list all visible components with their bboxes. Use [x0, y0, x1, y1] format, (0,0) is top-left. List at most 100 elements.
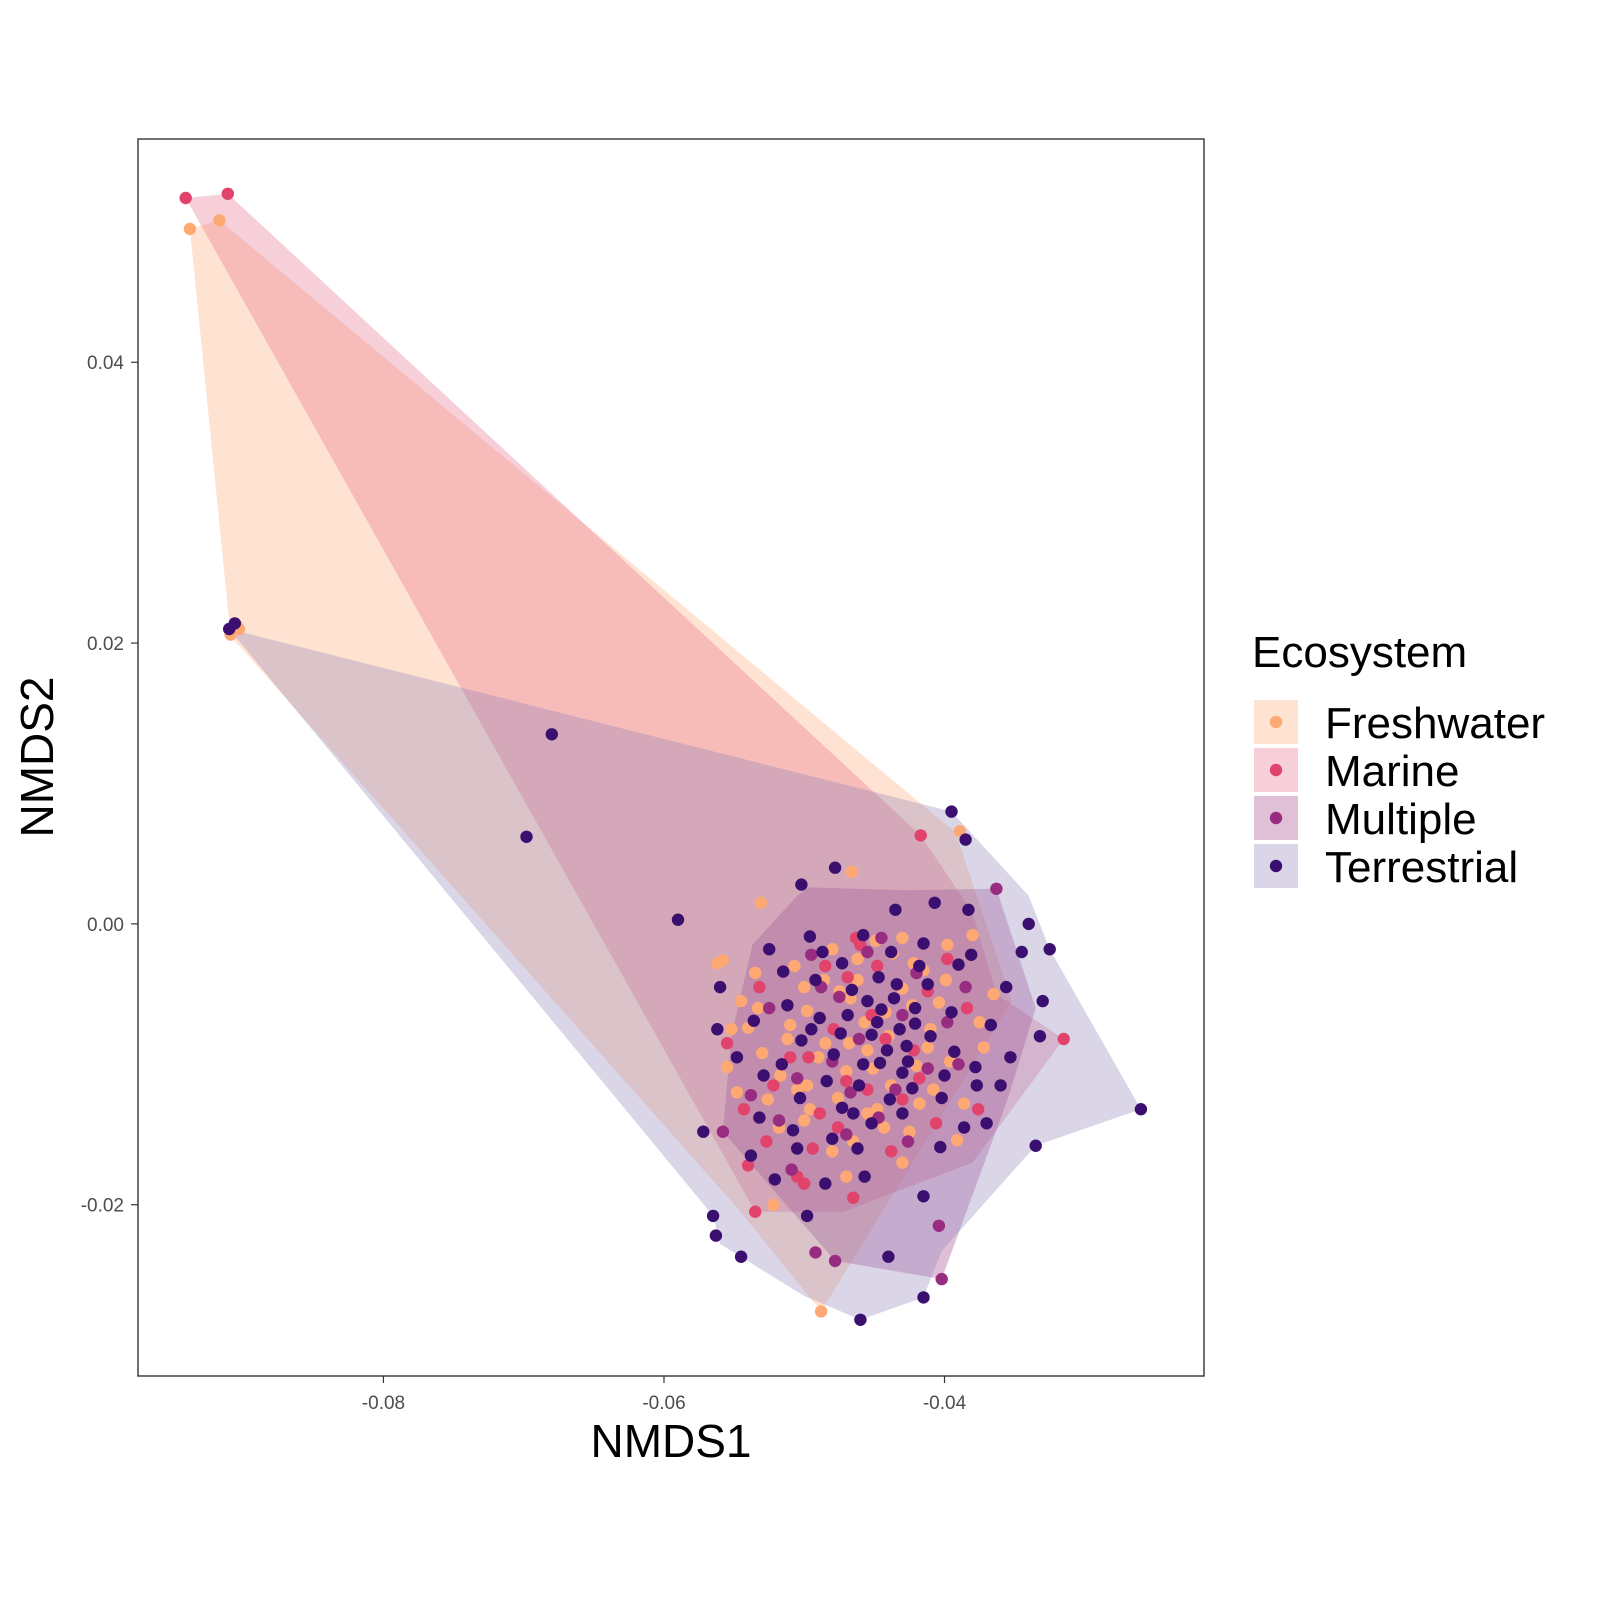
point-marine [960, 1001, 974, 1015]
point-terrestrial [893, 1022, 906, 1036]
point-freshwater [851, 952, 864, 966]
point-terrestrial [945, 805, 958, 818]
point-marine [847, 1191, 860, 1204]
point-terrestrial [854, 1313, 867, 1327]
points-freshwater [183, 214, 1000, 1318]
point-terrestrial [896, 1107, 909, 1120]
point-marine [737, 1103, 751, 1116]
point-freshwater [927, 1083, 940, 1096]
point-terrestrial [1004, 1051, 1017, 1064]
point-terrestrial [980, 1117, 993, 1130]
point-layer [179, 187, 1148, 1327]
point-terrestrial [1029, 1139, 1042, 1152]
point-marine [813, 1107, 826, 1120]
point-terrestrial [875, 1003, 888, 1016]
point-multiple [932, 1219, 946, 1233]
point-terrestrial [805, 1022, 818, 1036]
point-terrestrial [896, 1066, 909, 1079]
point-freshwater [861, 1107, 874, 1120]
point-terrestrial [847, 1107, 860, 1120]
point-freshwater [798, 1114, 811, 1127]
point-terrestrial [917, 937, 930, 950]
point-freshwater [941, 938, 954, 952]
point-terrestrial [845, 983, 859, 997]
point-terrestrial [921, 978, 934, 991]
point-freshwater [812, 1051, 825, 1064]
point-terrestrial [871, 1016, 884, 1029]
legend-item-terrestrial: Terrestrial [1254, 843, 1518, 892]
point-freshwater [183, 222, 197, 236]
legend-item-marine: Marine [1254, 747, 1460, 796]
point-terrestrial [889, 903, 902, 916]
point-terrestrial [816, 945, 829, 959]
point-terrestrial [1000, 980, 1013, 994]
point-terrestrial [757, 1069, 770, 1082]
point-freshwater [861, 1044, 874, 1057]
point-multiple [875, 931, 888, 945]
point-freshwater [734, 994, 748, 1008]
point-multiple [921, 1062, 934, 1075]
point-terrestrial [713, 980, 727, 994]
point-marine [941, 952, 954, 966]
point-terrestrial [744, 1149, 758, 1162]
point-terrestrial [948, 1045, 961, 1058]
point-terrestrial [826, 1132, 839, 1145]
point-terrestrial [873, 1056, 887, 1070]
point-freshwater [939, 973, 953, 987]
legend: Ecosystem FreshwaterMarineMultipleTerres… [1252, 628, 1545, 892]
point-terrestrial [872, 971, 885, 984]
point-terrestrial [882, 1250, 895, 1263]
point-freshwater [896, 1156, 909, 1169]
point-terrestrial [908, 1001, 922, 1015]
point-terrestrial [1015, 945, 1028, 959]
point-terrestrial [706, 1209, 720, 1223]
point-terrestrial [935, 1091, 948, 1105]
point-freshwater [840, 1065, 853, 1078]
point-freshwater [781, 1032, 794, 1046]
point-terrestrial [795, 878, 808, 891]
point-freshwater [788, 959, 801, 973]
y-tick-label: 0.04 [87, 353, 124, 374]
point-terrestrial [813, 1011, 826, 1025]
point-freshwater [767, 1198, 780, 1211]
point-marine [720, 1037, 734, 1050]
point-marine [784, 1051, 797, 1064]
x-tick-label: -0.08 [362, 1393, 405, 1414]
point-freshwater [803, 1103, 817, 1116]
point-terrestrial [671, 913, 685, 926]
point-marine [831, 1121, 845, 1134]
point-terrestrial [885, 945, 898, 959]
point-freshwater [800, 1079, 814, 1092]
point-terrestrial [768, 1173, 781, 1186]
point-terrestrial [883, 1093, 896, 1106]
point-freshwater [826, 1145, 839, 1158]
point-terrestrial [861, 994, 874, 1008]
point-freshwater [730, 1086, 744, 1099]
hull-marine [185, 193, 1064, 1212]
point-freshwater [725, 1022, 738, 1036]
point-terrestrial [957, 1121, 971, 1134]
point-terrestrial [962, 903, 975, 916]
point-terrestrial [913, 959, 926, 973]
point-freshwater [987, 987, 1000, 1001]
point-multiple [716, 1125, 730, 1138]
point-freshwater [977, 1041, 990, 1054]
point-terrestrial [809, 973, 822, 987]
legend-item-freshwater: Freshwater [1254, 699, 1545, 748]
point-multiple [744, 1089, 758, 1102]
hull-terrestrial [229, 629, 1141, 1320]
point-terrestrial [917, 1291, 930, 1304]
point-terrestrial [786, 1124, 800, 1137]
point-freshwater [966, 928, 979, 942]
x-tick-label: -0.06 [642, 1393, 685, 1414]
point-terrestrial [900, 1039, 913, 1053]
point-terrestrial [819, 1177, 832, 1190]
point-marine [741, 1159, 755, 1172]
point-multiple [833, 990, 846, 1004]
point-terrestrial [880, 1044, 894, 1057]
point-marine [885, 1145, 898, 1158]
point-terrestrial [857, 928, 870, 942]
point-freshwater [754, 896, 767, 909]
